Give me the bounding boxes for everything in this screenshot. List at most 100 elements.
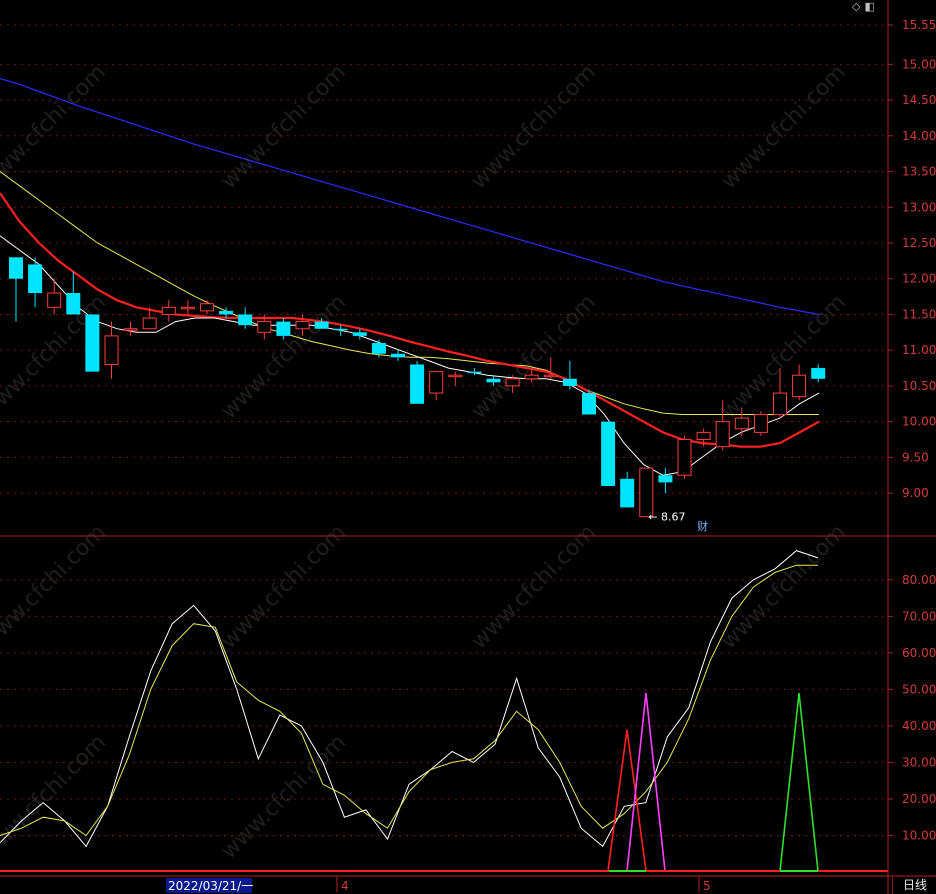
- price-tick-label: 15.00: [902, 57, 936, 71]
- ma-line-yellow: [0, 171, 819, 415]
- candle-body-up: [142, 317, 157, 330]
- period-tab[interactable]: 日线: [892, 876, 936, 894]
- candle: [104, 321, 119, 379]
- candle-body-down: [582, 393, 596, 415]
- candle-body-up: [696, 431, 711, 441]
- candle-body-up: [257, 321, 272, 333]
- candle-body-down: [620, 478, 635, 508]
- candle-body-up: [47, 292, 62, 308]
- candle-body-up: [753, 414, 768, 433]
- candle-body-down: [601, 421, 616, 486]
- candle: [486, 375, 501, 386]
- candle: [811, 364, 826, 383]
- candle-body-down: [28, 264, 43, 294]
- price-tick-label: 11.50: [902, 307, 936, 321]
- candle-body-down: [371, 343, 386, 354]
- price-tick-label: 12.00: [902, 272, 936, 286]
- candle: [620, 471, 635, 508]
- indicator-spike: [607, 729, 647, 872]
- candle: [562, 360, 577, 390]
- candle-body-down: [238, 314, 253, 326]
- candle: [333, 325, 348, 336]
- candle-body-down: [410, 364, 425, 404]
- candle-body-up: [123, 328, 138, 331]
- event-marker: 财: [697, 519, 708, 533]
- candle-body-up: [524, 374, 539, 380]
- candle-body-up: [104, 335, 119, 365]
- candle-body-down: [467, 371, 482, 374]
- candle-body-down: [658, 475, 673, 483]
- candle: [543, 357, 558, 379]
- price-tick-label: 14.00: [902, 129, 936, 143]
- candle: [773, 368, 787, 419]
- candle-body-up: [161, 306, 176, 315]
- candle: [467, 368, 482, 376]
- candle: [524, 368, 539, 383]
- panel-icon[interactable]: ◧: [864, 0, 875, 13]
- candle: [200, 300, 214, 315]
- candle-body-down: [391, 353, 405, 358]
- indicator-tick-label: 20.00: [902, 792, 936, 806]
- indicator-tick-label: 40.00: [902, 719, 936, 733]
- candle-body-up: [715, 421, 730, 448]
- watermark-text: www.cfchi.com: [0, 60, 111, 194]
- candle: [295, 314, 310, 336]
- ma-line-red: [0, 192, 820, 448]
- candle: [85, 314, 100, 372]
- candle: [429, 371, 444, 401]
- price-tick-label: 10.50: [902, 379, 936, 393]
- candle-body-down: [314, 321, 329, 329]
- candle-body-up: [200, 303, 214, 312]
- candle: [238, 307, 253, 329]
- candle: [391, 350, 405, 361]
- price-tick-label: 11.00: [902, 343, 936, 357]
- watermark-text: www.cfchi.com: [717, 60, 851, 194]
- candle: [9, 257, 23, 322]
- ma-line-blue: [0, 78, 820, 316]
- diamond-icon[interactable]: ◇: [852, 0, 861, 13]
- date-highlight: [166, 878, 252, 893]
- candle: [161, 300, 176, 322]
- indicator-tick-label: 50.00: [902, 682, 936, 696]
- candle-body-down: [333, 328, 348, 331]
- candle: [257, 314, 272, 340]
- candle: [792, 364, 807, 401]
- candle-body-down: [9, 257, 23, 279]
- corner-icons: ◇ ◧: [852, 0, 879, 13]
- candle: [352, 328, 367, 340]
- indicator-tick-label: 60.00: [902, 646, 936, 660]
- candle: [219, 307, 234, 319]
- candle: [677, 435, 692, 479]
- candle: [696, 428, 711, 447]
- candle-body-up: [677, 439, 692, 476]
- indicator-tick-label: 30.00: [902, 755, 936, 769]
- indicator-spike: [779, 692, 819, 872]
- candle: [658, 468, 673, 494]
- candle: [582, 389, 596, 415]
- x-month-label: 4: [341, 879, 349, 893]
- candle-body-down: [66, 293, 81, 315]
- candle: [410, 360, 425, 404]
- candle: [276, 318, 291, 340]
- candle: [123, 321, 138, 336]
- candle-body-down: [85, 314, 100, 372]
- candle: [639, 467, 654, 518]
- watermark-text: www.cfchi.com: [217, 290, 351, 424]
- candle-body-up: [639, 467, 654, 518]
- indicator-line-yellow: [0, 564, 818, 837]
- candle-body-down: [219, 310, 234, 315]
- candle: [753, 410, 768, 436]
- candle: [601, 421, 616, 486]
- watermark-text: www.cfchi.com: [467, 60, 601, 194]
- candle-body-up: [180, 306, 195, 310]
- watermark-text: www.cfchi.com: [467, 520, 601, 654]
- watermark-text: www.cfchi.com: [217, 520, 351, 654]
- candle-body-up: [295, 321, 310, 330]
- candle-body-down: [276, 321, 291, 336]
- candle-body-down: [562, 378, 577, 386]
- candle-body-up: [734, 417, 749, 430]
- indicator-line-white: [0, 550, 819, 848]
- indicator-tick-label: 70.00: [902, 609, 936, 623]
- x-date-label: 2022/03/21/一: [168, 879, 253, 893]
- indicator-tick-label: 80.00: [902, 573, 936, 587]
